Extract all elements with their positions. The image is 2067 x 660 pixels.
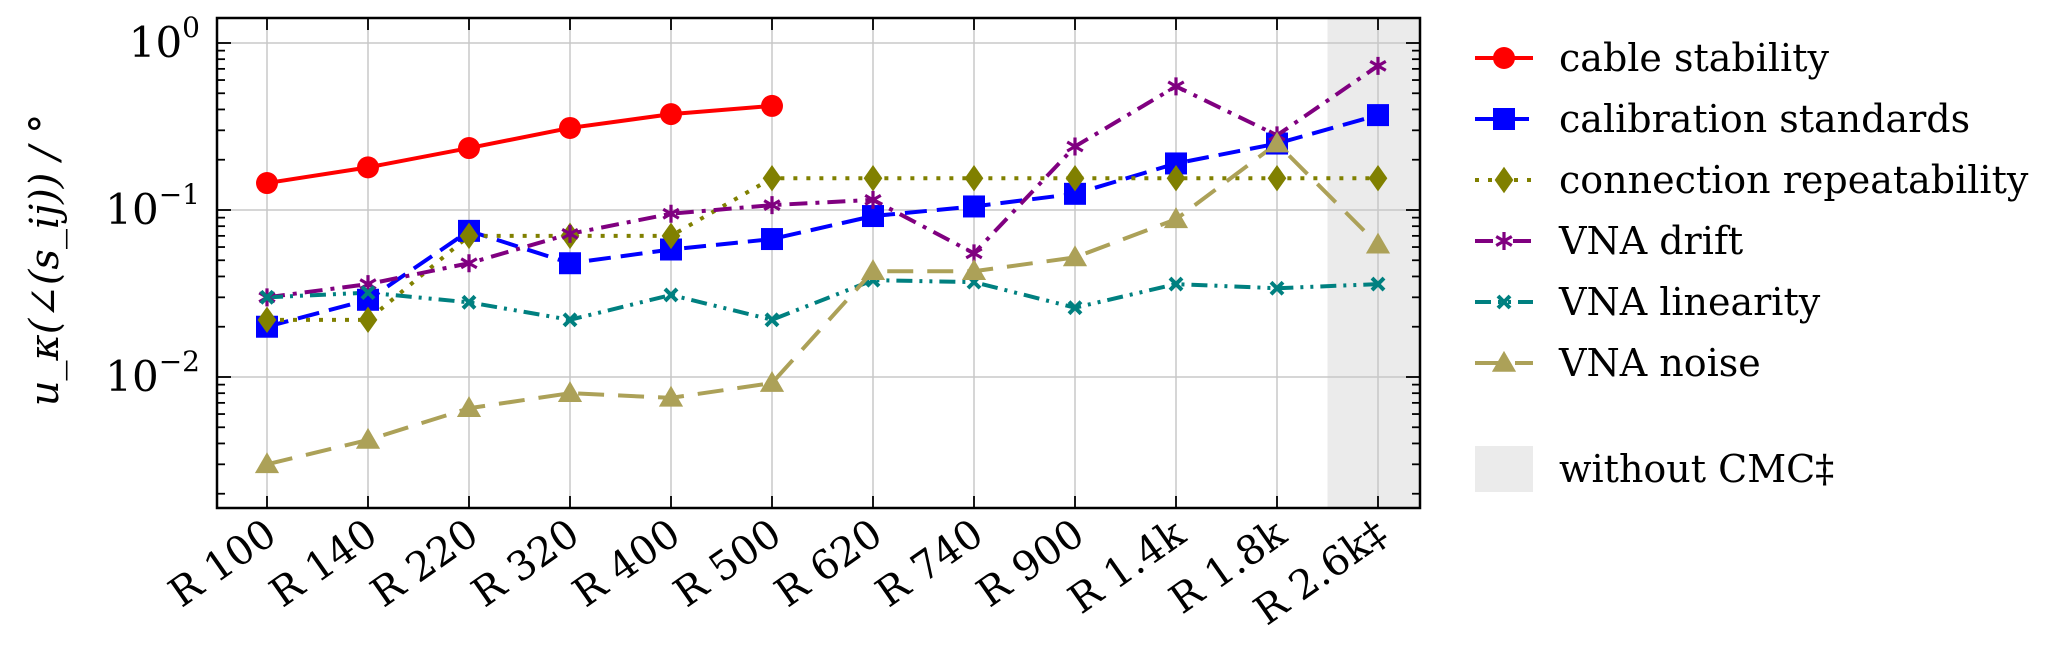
data-point — [964, 165, 984, 192]
series-line-5 — [266, 140, 1380, 467]
x-tick-label: R 500 — [666, 511, 790, 617]
data-point — [764, 312, 780, 328]
legend-label: connection repeatability — [1559, 158, 2029, 202]
data-point — [1065, 165, 1085, 192]
x-tick-label: R 100 — [161, 511, 285, 617]
data-point — [660, 103, 682, 126]
series-lines — [266, 64, 1380, 467]
data-point — [1269, 280, 1285, 296]
x-tick-label: R 220 — [363, 511, 487, 617]
legend-marker — [1494, 166, 1514, 194]
data-point — [358, 306, 378, 334]
y-axis-ticks: 10−2 10−1 100 — [105, 11, 1420, 495]
data-point — [355, 427, 381, 449]
data-point — [357, 156, 379, 179]
data-point — [562, 312, 578, 328]
x-tick-label: R 740 — [868, 511, 992, 617]
data-point — [1168, 276, 1184, 292]
data-point — [1163, 207, 1189, 229]
shaded-region — [1327, 18, 1420, 508]
data-point — [1064, 182, 1086, 205]
data-point — [1167, 77, 1185, 96]
legend-label: VNA drift — [1558, 219, 1743, 263]
data-point — [761, 228, 783, 251]
data-point — [1267, 165, 1287, 192]
data-point — [759, 370, 785, 392]
legend-label: calibration standards — [1559, 97, 1970, 141]
data-point — [256, 172, 278, 195]
data-point — [863, 165, 883, 192]
x-tick-label: R 400 — [565, 511, 689, 617]
data-point — [1370, 276, 1386, 292]
data-point — [963, 195, 985, 218]
legend: cable stability calibration standards conn… — [1475, 36, 2029, 492]
data-point — [559, 116, 581, 139]
legend-label: VNA linearity — [1558, 280, 1821, 324]
data-point — [1165, 152, 1187, 175]
series-line-2 — [267, 176, 1378, 322]
data-point — [862, 205, 884, 228]
legend-swatch-shaded — [1475, 446, 1533, 492]
data-point — [762, 165, 782, 192]
x-tick-label: R 620 — [767, 511, 891, 617]
data-point — [663, 287, 679, 303]
series-line-0 — [266, 103, 773, 186]
data-point — [254, 452, 280, 474]
data-point — [1066, 137, 1084, 156]
legend-marker — [1491, 350, 1517, 372]
data-point — [1369, 56, 1387, 75]
data-point — [763, 196, 781, 215]
data-point — [461, 294, 477, 310]
x-tick-label: R 1.4k — [1060, 510, 1194, 623]
data-point — [761, 94, 783, 117]
data-point — [557, 381, 583, 402]
legend-label-shaded: without CMC‡ — [1559, 447, 1834, 491]
legend-label: VNA noise — [1558, 341, 1761, 385]
data-point — [860, 259, 886, 281]
data-point — [1264, 131, 1290, 153]
series-line-1 — [266, 113, 1379, 329]
data-point — [661, 222, 681, 250]
data-point — [459, 222, 479, 250]
data-point — [864, 190, 882, 209]
data-point — [360, 285, 376, 301]
data-point — [1367, 104, 1389, 127]
legend-label: cable stability — [1559, 36, 1829, 80]
data-point — [1365, 232, 1391, 254]
data-point — [660, 238, 682, 261]
legend-marker — [1493, 47, 1515, 69]
data-point — [1368, 165, 1388, 192]
x-tick-label: R 140 — [262, 511, 386, 617]
data-point — [456, 396, 482, 418]
grid — [217, 18, 1420, 508]
data-point — [961, 259, 987, 281]
data-point — [662, 204, 680, 223]
y-axis-label: u_κ(∠(s_ij)) / ° — [22, 114, 68, 407]
y-tick-label: 10−1 — [105, 178, 200, 234]
data-point — [1067, 300, 1083, 316]
data-point — [357, 288, 379, 311]
data-point — [559, 252, 581, 275]
data-point — [458, 137, 480, 160]
x-tick-label: R 320 — [464, 511, 588, 617]
data-point — [658, 385, 684, 407]
plot-frame — [215, 16, 1422, 510]
data-point — [1166, 165, 1186, 192]
legend-marker — [1493, 108, 1515, 130]
legend-marker — [1496, 294, 1512, 310]
data-point — [460, 254, 478, 273]
series-line-3 — [266, 64, 1380, 300]
data-point — [259, 289, 275, 305]
data-point — [257, 306, 277, 334]
series-markers — [254, 56, 1391, 474]
series-line-4 — [266, 278, 1379, 322]
data-point — [1062, 245, 1088, 267]
data-point — [561, 224, 579, 243]
legend-marker — [1495, 232, 1513, 250]
y-tick-label: 100 — [129, 11, 200, 67]
y-tick-label: 10−2 — [105, 345, 200, 401]
